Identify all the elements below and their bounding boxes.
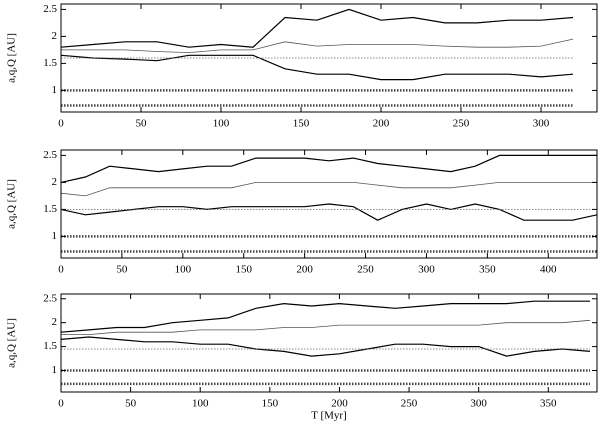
y-tick-label: 2 <box>52 176 58 188</box>
y-tick-label: 1.5 <box>43 340 57 352</box>
series-line <box>60 8 574 48</box>
y-tick-label: 2.5 <box>43 149 57 161</box>
y-tick-label: 2 <box>52 316 58 328</box>
x-tick-label: 0 <box>58 264 64 276</box>
x-tick-label: 200 <box>373 118 390 130</box>
y-tick-label: 2.5 <box>43 292 57 304</box>
x-tick-label: 250 <box>401 398 418 410</box>
plot-frame <box>60 293 598 393</box>
x-tick-label: 150 <box>235 264 252 276</box>
y-tick-label: 2 <box>52 30 58 42</box>
series-line <box>61 38 574 54</box>
y-tick-label: 1.5 <box>43 203 57 215</box>
x-tick-label: 100 <box>192 398 209 410</box>
y-tick-label: 1 <box>52 84 58 96</box>
x-tick-label: 300 <box>470 398 487 410</box>
plot-frame <box>60 149 598 259</box>
x-tick-label: 0 <box>58 398 64 410</box>
series-line <box>61 319 591 335</box>
x-tick-label: 200 <box>331 398 348 410</box>
y-axis-label: a,q,Q [AU] <box>6 179 18 229</box>
x-tick-label: 300 <box>533 118 550 130</box>
x-tick-label: 50 <box>116 264 128 276</box>
y-axis-label: a,q,Q [AU] <box>6 318 18 368</box>
y-axis-label: a,q,Q [AU] <box>6 33 18 83</box>
x-tick-label: 200 <box>296 264 313 276</box>
x-tick-label: 250 <box>357 264 374 276</box>
x-tick-label: 100 <box>213 118 230 130</box>
y-tick-label: 2.5 <box>43 3 57 15</box>
x-tick-label: 300 <box>418 264 435 276</box>
x-tick-label: 150 <box>293 118 310 130</box>
series-line <box>60 300 590 333</box>
plot-frame <box>60 3 598 113</box>
x-tick-label: 0 <box>58 118 64 130</box>
x-tick-label: 400 <box>540 264 557 276</box>
x-tick-label: 350 <box>540 398 557 410</box>
series-line <box>60 336 591 357</box>
x-tick-label: 50 <box>136 118 148 130</box>
series-line <box>60 182 597 197</box>
x-tick-label: 50 <box>125 398 137 410</box>
series-line <box>60 154 597 183</box>
y-tick-label: 1.5 <box>43 57 57 69</box>
x-tick-label: 100 <box>175 264 192 276</box>
series-line <box>60 203 598 221</box>
x-tick-label: 150 <box>262 398 279 410</box>
y-tick-label: 1 <box>52 230 58 242</box>
series-line <box>60 54 574 81</box>
y-tick-label: 1 <box>52 364 58 376</box>
x-tick-label: 250 <box>453 118 470 130</box>
x-axis-label: T [Myr] <box>311 410 347 422</box>
x-tick-label: 350 <box>479 264 496 276</box>
